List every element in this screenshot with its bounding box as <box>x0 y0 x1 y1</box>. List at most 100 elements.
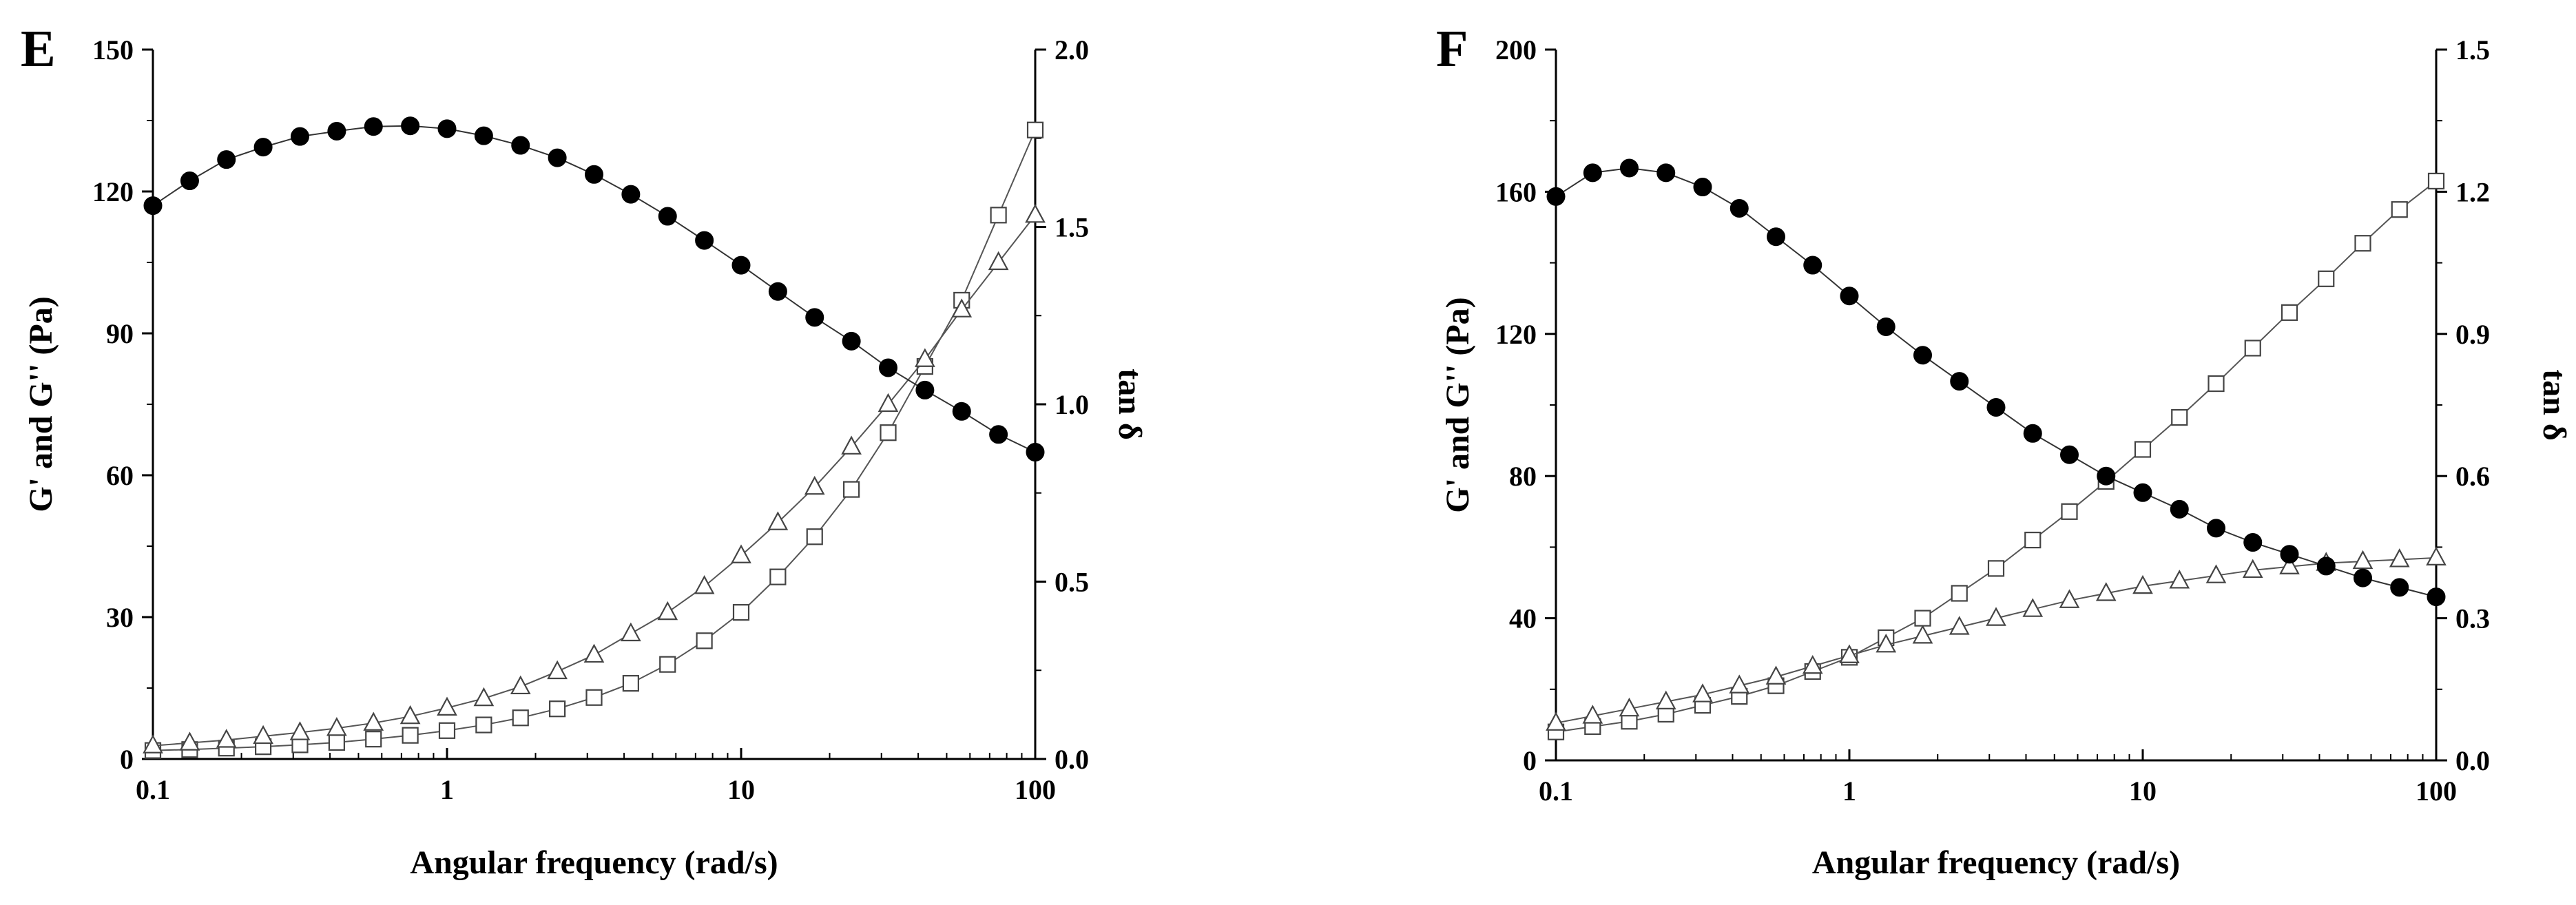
y2-tick-label: 0.9 <box>2455 319 2490 350</box>
data-point <box>2245 340 2261 355</box>
x-tick-label: 0.1 <box>1539 776 1573 807</box>
series-tan <box>1547 159 2445 606</box>
y2-tick-label: 1.5 <box>1055 212 1089 243</box>
data-point <box>769 513 787 530</box>
data-point <box>587 690 602 705</box>
data-point <box>218 151 236 169</box>
y-tick-label: 200 <box>1495 34 1537 65</box>
data-point <box>1804 256 1822 274</box>
data-point <box>2318 271 2334 287</box>
data-point <box>2354 569 2372 587</box>
data-point <box>622 185 640 203</box>
data-point <box>1877 318 1895 335</box>
data-point <box>880 359 897 377</box>
data-point <box>2427 548 2445 565</box>
data-point <box>732 256 750 274</box>
y-tick-label: 40 <box>1509 603 1537 634</box>
data-point <box>2025 532 2040 548</box>
data-point <box>732 546 750 563</box>
data-point <box>1026 444 1044 461</box>
data-point <box>328 122 346 140</box>
figure: 0.1 1 10 10003060901201500.00.51.01.52.0EG'… <box>0 0 2576 905</box>
y2-axis-title: tan δ <box>2536 369 2573 441</box>
data-point <box>2356 236 2371 251</box>
data-point <box>1730 199 1748 217</box>
data-point <box>2170 500 2188 518</box>
y-tick-label: 30 <box>106 602 134 633</box>
data-point <box>844 482 859 497</box>
y-tick-label: 90 <box>106 318 134 349</box>
y-axis-title: G' and G'' (Pa) <box>23 296 59 512</box>
series-line <box>1556 168 2436 597</box>
data-point <box>403 728 418 743</box>
data-point <box>585 645 603 662</box>
data-point <box>291 127 309 145</box>
series-g <box>145 123 1043 758</box>
data-point <box>329 735 344 750</box>
data-point <box>953 402 970 420</box>
x-axis-title: Angular frequency (rad/s) <box>410 844 778 881</box>
series-line <box>153 215 1035 745</box>
data-point <box>1840 287 1858 305</box>
data-point <box>2135 442 2150 457</box>
data-point <box>2244 561 2262 577</box>
data-point <box>1583 164 1601 182</box>
data-point <box>769 282 787 300</box>
y-tick-label: 80 <box>1509 461 1537 492</box>
data-point <box>696 576 714 593</box>
data-point <box>548 662 566 678</box>
y-tick-label: 120 <box>1495 319 1537 350</box>
y2-tick-label: 0.5 <box>1055 567 1089 598</box>
y-tick-label: 0 <box>120 744 134 775</box>
series-g <box>144 205 1044 752</box>
x-tick-label: 1 <box>1842 776 1856 807</box>
y2-axis-title: tan δ <box>1112 368 1148 440</box>
y2-tick-label: 1.0 <box>1055 389 1089 420</box>
data-point <box>916 350 934 366</box>
data-point <box>2354 552 2372 568</box>
y2-tick-label: 1.2 <box>2455 176 2490 207</box>
data-point <box>734 605 749 620</box>
data-point <box>439 723 455 738</box>
data-point <box>550 701 565 716</box>
data-point <box>916 381 934 399</box>
data-point <box>364 118 382 136</box>
data-point <box>585 165 603 183</box>
data-point <box>512 677 530 694</box>
data-point <box>2317 557 2335 575</box>
data-point <box>513 710 528 725</box>
data-point <box>1547 187 1565 205</box>
data-point <box>366 731 381 747</box>
y2-tick-label: 0.3 <box>2455 603 2490 634</box>
series-g <box>1548 174 2444 740</box>
panel-letter: F <box>1436 20 1468 78</box>
data-point <box>1951 373 1969 391</box>
data-point <box>2391 550 2409 566</box>
data-point <box>2208 519 2225 537</box>
y-tick-label: 0 <box>1523 745 1537 776</box>
x-tick-label: 10 <box>2129 776 2157 807</box>
panel-letter: E <box>21 20 56 78</box>
data-point <box>1987 398 2005 416</box>
x-tick-label: 1 <box>440 774 454 805</box>
y2-tick-label: 0.6 <box>2455 461 2490 492</box>
data-point <box>2429 174 2444 189</box>
data-point <box>2209 376 2224 391</box>
data-point <box>1694 178 1712 196</box>
x-tick-label: 100 <box>2416 776 2457 807</box>
data-point <box>2097 467 2115 485</box>
series-line <box>1556 181 2436 732</box>
data-point <box>2061 504 2077 519</box>
data-point <box>438 120 456 138</box>
data-point <box>2172 410 2187 425</box>
data-point <box>1914 346 1932 364</box>
y2-tick-label: 0.0 <box>1055 744 1089 775</box>
y-tick-label: 120 <box>92 176 134 207</box>
data-point <box>1952 585 1967 601</box>
data-point <box>1028 123 1043 138</box>
data-point <box>180 172 198 190</box>
data-point <box>2134 483 2152 501</box>
data-point <box>2024 424 2042 442</box>
y2-tick-label: 0.0 <box>2455 745 2490 776</box>
chart-panel-f: 0.1 1 10 100040801201602000.00.30.60.91.21.… <box>1436 20 2573 881</box>
